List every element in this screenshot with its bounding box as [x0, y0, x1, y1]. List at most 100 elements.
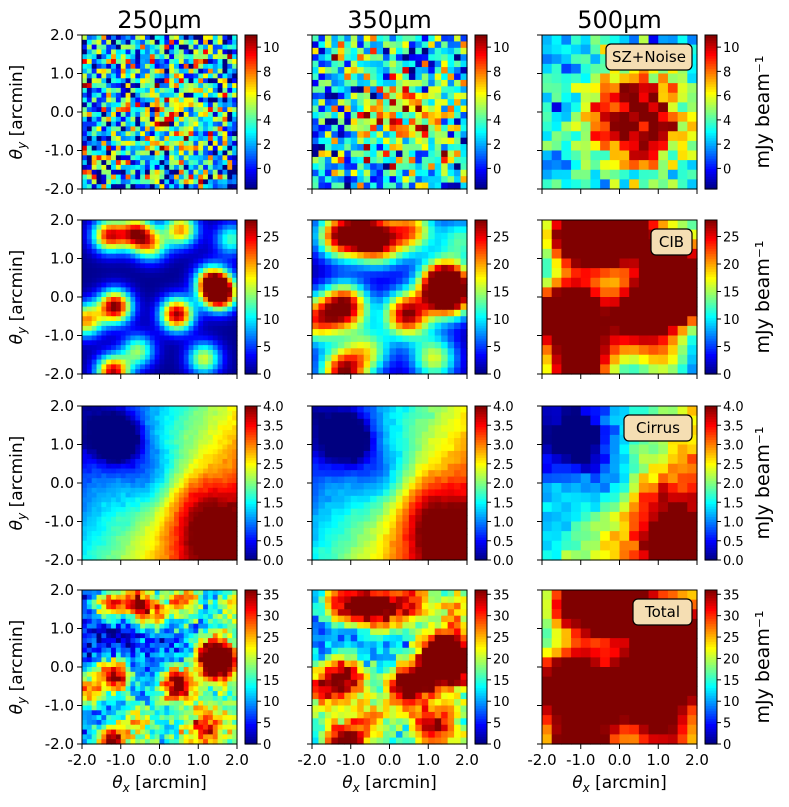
heatmap-cell — [629, 220, 640, 231]
heatmap-cell — [144, 220, 151, 226]
heatmap-cell — [198, 224, 204, 231]
heatmap-cell — [96, 292, 102, 298]
colorbar-segment — [705, 124, 717, 128]
heatmap-cell — [441, 239, 449, 247]
heatmap-cell — [149, 449, 156, 455]
heatmap-cell — [154, 63, 161, 70]
heatmap-cell — [207, 497, 214, 503]
heatmap-cell — [135, 277, 141, 284]
heatmap-cell — [135, 311, 141, 317]
heatmap-cell — [198, 492, 204, 499]
heatmap-cell — [441, 156, 449, 164]
heatmap-cell — [178, 287, 185, 293]
heatmap-cell — [120, 169, 127, 176]
heatmap-cell — [135, 78, 141, 84]
heatmap-cell — [130, 516, 136, 523]
heatmap-cell — [212, 325, 219, 332]
heatmap-cell — [183, 473, 190, 479]
colorbar-segment — [245, 94, 257, 98]
heatmap-cell — [91, 345, 98, 351]
heatmap-cell — [164, 369, 170, 375]
heatmap-cell — [106, 511, 112, 518]
heatmap-cell — [619, 335, 630, 346]
heatmap-cell — [222, 49, 228, 55]
heatmap-cell — [376, 361, 384, 369]
heatmap-cell — [144, 253, 151, 260]
heatmap-cell — [222, 369, 228, 375]
heatmap-panel — [312, 35, 468, 190]
heatmap-cell — [408, 156, 416, 164]
colorbar-segment — [705, 76, 717, 80]
heatmap-cell — [178, 325, 185, 332]
heatmap-cell — [91, 253, 98, 260]
heatmap-cell — [164, 316, 170, 322]
heatmap-cell — [324, 86, 332, 94]
heatmap-cell — [415, 271, 423, 279]
colorbar-segment — [475, 291, 487, 296]
heatmap-cell — [120, 116, 127, 123]
heatmap-cell — [324, 131, 332, 139]
heatmap-cell — [198, 107, 204, 113]
heatmap-cell — [169, 44, 175, 51]
heatmap-cell — [370, 335, 378, 343]
heatmap-cell — [96, 150, 102, 156]
heatmap-cell — [638, 140, 650, 152]
heatmap-cell — [687, 306, 698, 317]
colorbar-segment — [705, 132, 717, 136]
heatmap-cell — [125, 258, 132, 264]
heatmap-cell — [203, 44, 209, 51]
heatmap-cell — [571, 131, 582, 142]
heatmap-cell — [402, 105, 410, 113]
heatmap-cell — [169, 229, 175, 236]
heatmap-cell — [454, 156, 462, 164]
colorbar-segment — [705, 263, 717, 267]
heatmap-cell — [174, 325, 180, 332]
heatmap-cell — [203, 321, 209, 327]
heatmap-cell — [217, 483, 224, 489]
heatmap-cell — [91, 458, 98, 465]
heatmap-cell — [135, 63, 141, 70]
heatmap-cell — [357, 354, 365, 362]
heatmap-cell — [130, 59, 136, 65]
heatmap-cell — [193, 415, 199, 422]
heatmap-cell — [638, 248, 650, 260]
heatmap-cell — [111, 478, 117, 484]
colorbar-segment — [245, 322, 257, 326]
heatmap-cell — [86, 439, 93, 446]
heatmap-cell — [91, 49, 98, 55]
heatmap-cell — [115, 287, 122, 293]
heatmap-cell — [159, 316, 165, 322]
colorbar-segment — [245, 281, 257, 285]
heatmap-cell — [677, 83, 688, 94]
heatmap-cell — [207, 458, 214, 465]
heatmap-cell — [619, 297, 630, 308]
heatmap-cell — [207, 502, 214, 508]
heatmap-cell — [370, 316, 378, 324]
heatmap-cell — [638, 160, 650, 171]
heatmap-cell — [106, 155, 112, 161]
heatmap-cell — [120, 502, 127, 508]
heatmap-cell — [144, 492, 151, 499]
heatmap-cell — [677, 297, 688, 308]
heatmap-cell — [312, 245, 320, 253]
heatmap-cell — [454, 112, 462, 120]
heatmap-cell — [227, 449, 233, 455]
heatmap-cell — [383, 54, 391, 62]
heatmap-cell — [188, 287, 194, 293]
heatmap-cell — [542, 345, 553, 356]
heatmap-cell — [232, 478, 238, 484]
heatmap-cell — [542, 150, 553, 161]
heatmap-cell — [183, 174, 190, 180]
heatmap-cell — [600, 325, 611, 337]
heatmap-cell — [169, 169, 175, 176]
colorbar-segment — [245, 124, 257, 128]
heatmap-cell — [217, 244, 224, 250]
heatmap-cell — [159, 345, 165, 351]
heatmap-cell — [159, 297, 165, 303]
heatmap-cell — [428, 137, 436, 145]
heatmap-cell — [101, 354, 107, 361]
colorbar-segment — [475, 227, 487, 231]
heatmap-cell — [203, 511, 209, 518]
heatmap-cell — [318, 41, 326, 49]
heatmap-cell — [183, 87, 190, 94]
